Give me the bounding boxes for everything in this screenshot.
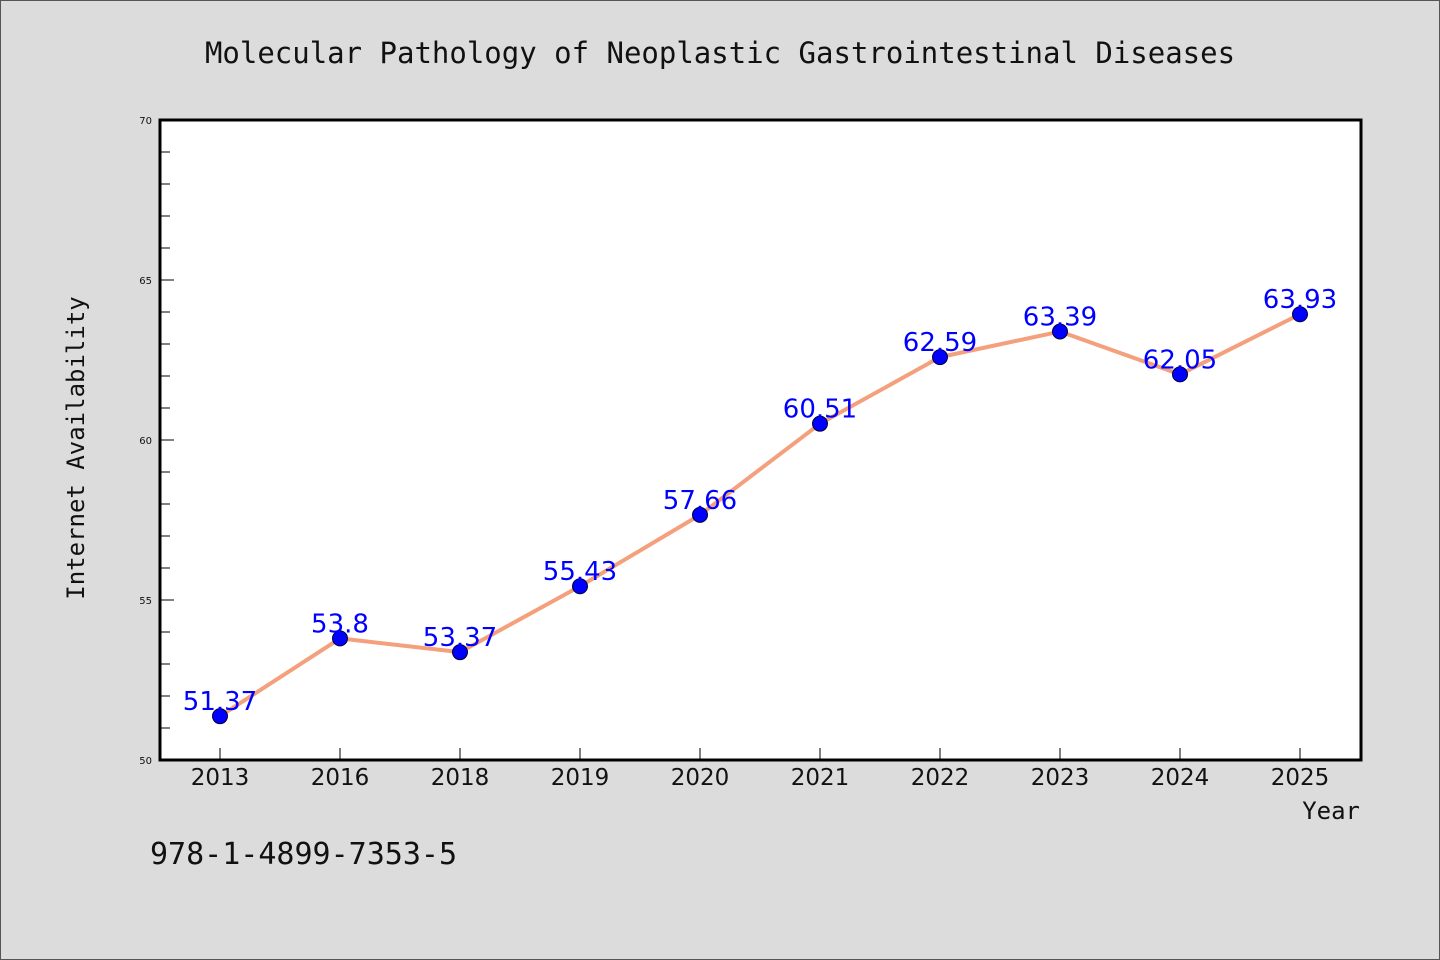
isbn-code: 978-1-4899-7353-5	[150, 837, 457, 872]
data-point-label: 51.37	[183, 687, 257, 717]
data-point-marker	[212, 708, 228, 725]
data-point-label: 53.8	[311, 609, 369, 639]
y-tick-label: 50	[139, 756, 152, 767]
chart-title: Molecular Pathology of Neoplastic Gastro…	[205, 36, 1235, 70]
data-point-marker	[572, 578, 588, 595]
x-tick-label: 2022	[911, 765, 970, 791]
data-point-label: 55.43	[543, 557, 617, 587]
data-point-marker	[1052, 323, 1068, 340]
x-tick-label: 2024	[1151, 765, 1210, 791]
y-axis-label: Internet Availability	[62, 296, 90, 599]
x-tick-label: 2016	[311, 765, 370, 791]
x-tick-label: 2019	[551, 765, 610, 791]
x-tick-label: 2020	[671, 765, 730, 791]
data-point-marker	[452, 644, 468, 661]
series-line	[218, 312, 1301, 718]
data-point-marker	[932, 349, 948, 366]
data-point-label: 57.66	[663, 486, 737, 516]
data-point-label: 53.37	[423, 623, 497, 653]
data-point-label: 60.51	[783, 395, 857, 425]
data-point-marker	[692, 506, 708, 523]
data-point-marker	[1292, 306, 1308, 323]
data-point-marker	[332, 630, 348, 647]
x-axis-ticks: 2013 2016 2018 2019 2020 2021 2022 2023 2024 2025	[191, 748, 1330, 791]
data-point-label: 62.59	[903, 328, 977, 358]
series-markers	[212, 306, 1308, 725]
x-axis-label: Year	[1302, 797, 1360, 825]
x-tick-label: 2023	[1031, 765, 1090, 791]
data-point-label: 63.39	[1023, 303, 1097, 333]
plot-area	[158, 118, 1363, 762]
data-labels: 51.37 53.8 53.37 55.43 57.66 60.51 62.59 63.39 6…	[183, 285, 1337, 717]
y-minor-ticks	[160, 151, 170, 729]
y-tick-label: 55	[139, 596, 152, 607]
x-tick-label: 2025	[1271, 765, 1330, 791]
y-axis-ticks: 50 55 60 65 70	[139, 116, 174, 767]
data-point-label: 63.93	[1263, 285, 1337, 315]
x-tick-label: 2018	[431, 765, 490, 791]
data-point-marker	[1172, 366, 1188, 383]
data-point-label: 62.05	[1143, 345, 1217, 375]
x-tick-label: 2013	[191, 765, 250, 791]
data-point-marker	[812, 415, 828, 432]
y-tick-label: 60	[139, 436, 152, 447]
y-tick-label: 70	[139, 116, 152, 127]
x-tick-label: 2021	[791, 765, 850, 791]
y-tick-label: 65	[139, 276, 152, 287]
